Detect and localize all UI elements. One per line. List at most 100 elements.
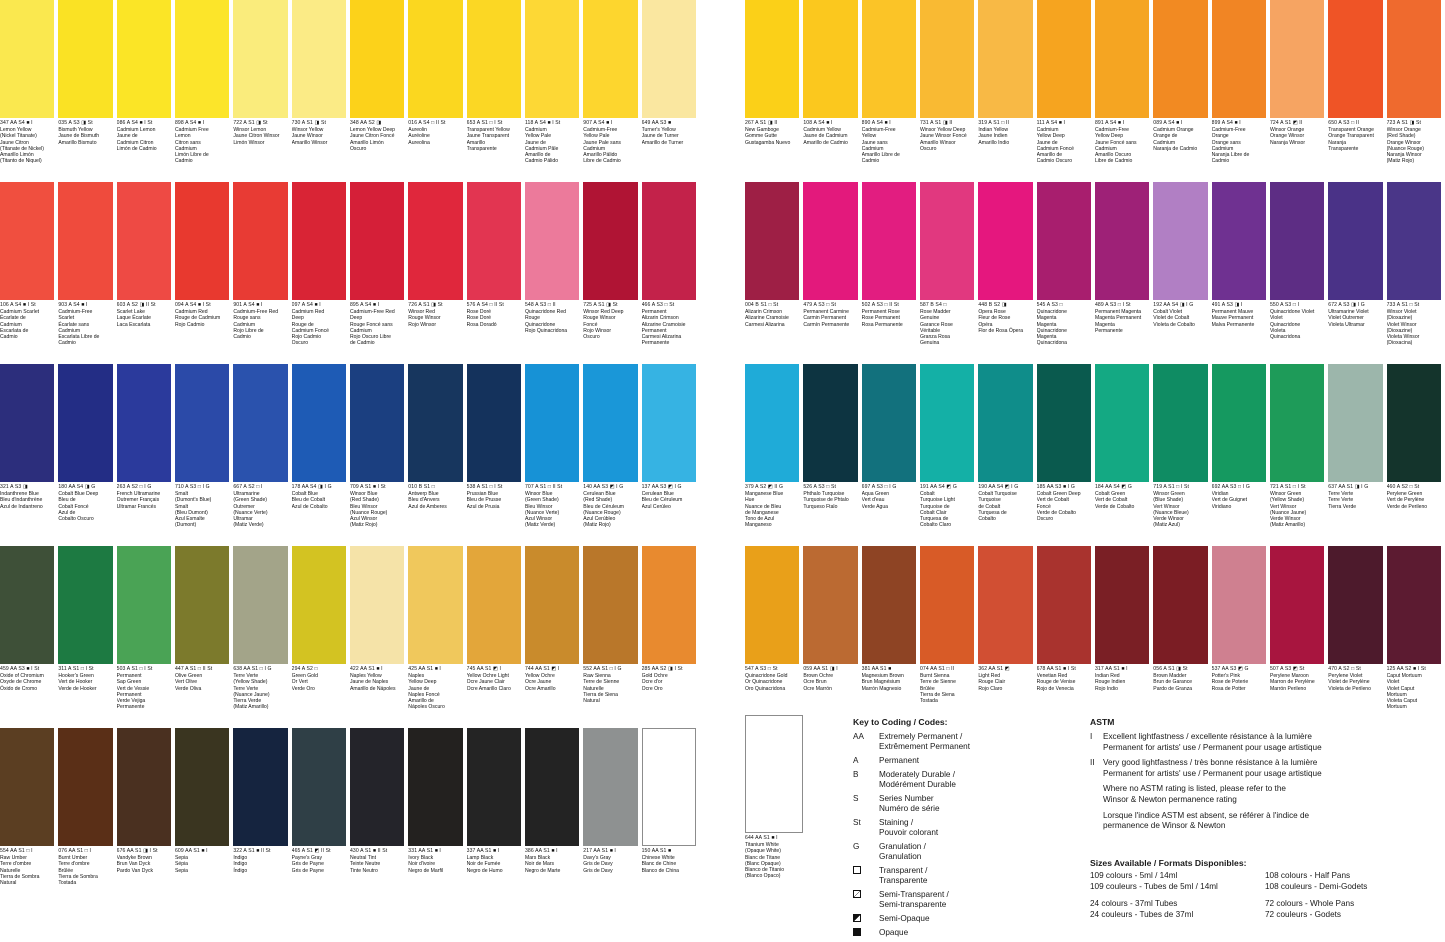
colour-chip[interactable]	[291, 728, 346, 846]
colour-chip[interactable]	[978, 364, 1033, 482]
colour-chip[interactable]	[58, 546, 113, 664]
colour-chip[interactable]	[524, 364, 580, 482]
colour-chip[interactable]	[524, 546, 580, 664]
colour-chip[interactable]	[1328, 0, 1383, 118]
colour-chip[interactable]	[1036, 0, 1091, 118]
colour-chip[interactable]	[1153, 0, 1208, 118]
colour-chip[interactable]	[1386, 546, 1441, 664]
colour-chip[interactable]	[641, 182, 696, 300]
colour-chip[interactable]	[174, 728, 230, 846]
colour-chip[interactable]	[1386, 0, 1441, 118]
colour-chip[interactable]	[1036, 546, 1091, 664]
colour-chip[interactable]	[978, 546, 1033, 664]
colour-chip[interactable]	[1153, 364, 1208, 482]
colour-chip[interactable]	[1328, 182, 1383, 300]
colour-chip[interactable]	[861, 0, 916, 118]
colour-chip[interactable]	[1094, 546, 1150, 664]
colour-chip[interactable]	[1094, 0, 1150, 118]
colour-chip[interactable]	[1269, 364, 1325, 482]
colour-chip[interactable]	[291, 546, 346, 664]
colour-chip[interactable]	[861, 546, 916, 664]
colour-chip[interactable]	[466, 364, 521, 482]
colour-chip[interactable]	[174, 182, 230, 300]
colour-chip[interactable]	[745, 715, 803, 833]
colour-chip[interactable]	[58, 364, 113, 482]
colour-chip[interactable]	[408, 364, 463, 482]
colour-chip[interactable]	[116, 728, 171, 846]
colour-chip[interactable]	[466, 546, 521, 664]
colour-chip[interactable]	[919, 364, 975, 482]
colour-chip[interactable]	[978, 0, 1033, 118]
colour-chip[interactable]	[1328, 364, 1383, 482]
colour-chip[interactable]	[408, 182, 463, 300]
colour-chip[interactable]	[861, 182, 916, 300]
colour-chip[interactable]	[349, 182, 405, 300]
colour-chip[interactable]	[1036, 364, 1091, 482]
colour-chip[interactable]	[1269, 182, 1325, 300]
colour-chip[interactable]	[408, 546, 463, 664]
colour-chip[interactable]	[803, 364, 858, 482]
colour-chip[interactable]	[58, 0, 113, 118]
colour-chip[interactable]	[919, 0, 975, 118]
colour-chip[interactable]	[745, 364, 800, 482]
colour-chip[interactable]	[349, 546, 405, 664]
colour-chip[interactable]	[803, 182, 858, 300]
colour-chip[interactable]	[641, 364, 696, 482]
colour-chip[interactable]	[745, 546, 800, 664]
colour-chip[interactable]	[1211, 0, 1266, 118]
colour-chip[interactable]	[745, 182, 800, 300]
colour-chip[interactable]	[1269, 546, 1325, 664]
colour-chip[interactable]	[1036, 182, 1091, 300]
colour-chip[interactable]	[291, 0, 346, 118]
colour-chip[interactable]	[349, 728, 405, 846]
colour-chip[interactable]	[1153, 546, 1208, 664]
colour-chip[interactable]	[291, 182, 346, 300]
colour-chip[interactable]	[1094, 182, 1150, 300]
colour-chip[interactable]	[919, 546, 975, 664]
colour-chip[interactable]	[116, 182, 171, 300]
colour-chip[interactable]	[58, 728, 113, 846]
colour-chip[interactable]	[524, 0, 580, 118]
colour-chip[interactable]	[233, 546, 288, 664]
colour-chip[interactable]	[233, 728, 288, 846]
colour-chip[interactable]	[1153, 182, 1208, 300]
colour-chip[interactable]	[745, 0, 800, 118]
colour-chip[interactable]	[1211, 364, 1266, 482]
colour-chip[interactable]	[583, 728, 638, 846]
colour-chip[interactable]	[233, 182, 288, 300]
colour-chip[interactable]	[466, 182, 521, 300]
colour-chip[interactable]	[641, 546, 696, 664]
colour-chip[interactable]	[0, 364, 55, 482]
colour-chip[interactable]	[233, 0, 288, 118]
colour-chip[interactable]	[583, 364, 638, 482]
colour-chip[interactable]	[583, 0, 638, 118]
colour-chip[interactable]	[803, 0, 858, 118]
colour-chip[interactable]	[1386, 364, 1441, 482]
colour-chip[interactable]	[1386, 182, 1441, 300]
colour-chip[interactable]	[58, 182, 113, 300]
colour-chip[interactable]	[349, 0, 405, 118]
colour-chip[interactable]	[524, 182, 580, 300]
colour-chip[interactable]	[524, 728, 580, 846]
colour-chip[interactable]	[174, 0, 230, 118]
colour-chip[interactable]	[1211, 182, 1266, 300]
colour-chip[interactable]	[174, 546, 230, 664]
colour-chip[interactable]	[641, 0, 696, 118]
colour-chip[interactable]	[174, 364, 230, 482]
colour-chip[interactable]	[861, 364, 916, 482]
colour-chip[interactable]	[583, 182, 638, 300]
colour-chip[interactable]	[408, 0, 463, 118]
colour-chip[interactable]	[466, 728, 521, 846]
colour-chip[interactable]	[116, 546, 171, 664]
colour-chip[interactable]	[0, 728, 55, 846]
colour-chip[interactable]	[0, 546, 55, 664]
colour-chip[interactable]	[1269, 0, 1325, 118]
colour-chip[interactable]	[466, 0, 521, 118]
colour-chip[interactable]	[583, 546, 638, 664]
colour-chip[interactable]	[919, 182, 975, 300]
colour-chip[interactable]	[349, 364, 405, 482]
colour-chip[interactable]	[803, 546, 858, 664]
colour-chip[interactable]	[116, 364, 171, 482]
colour-chip[interactable]	[408, 728, 463, 846]
colour-chip[interactable]	[1328, 546, 1383, 664]
